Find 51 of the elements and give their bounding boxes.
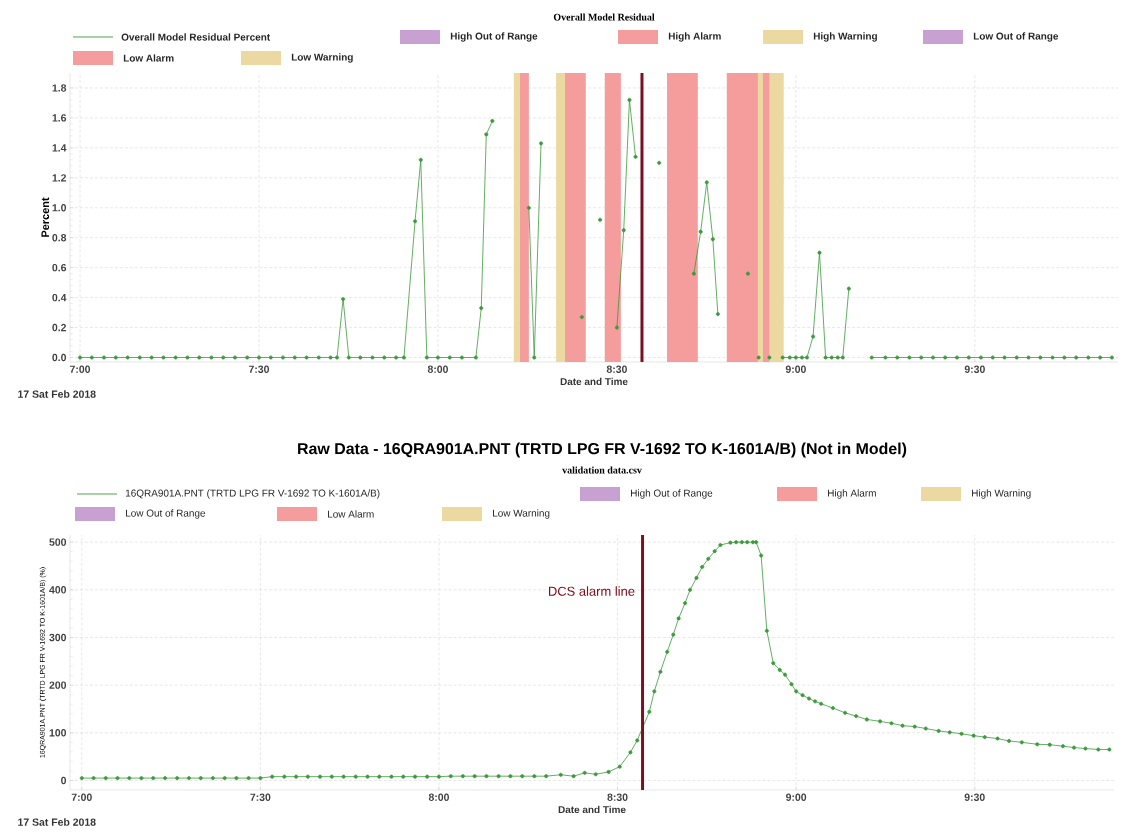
y-tick-label: 1.4 xyxy=(52,144,67,152)
y-tick-label: 500 xyxy=(49,538,67,546)
legend-label: High Warning xyxy=(813,32,877,42)
legend-label: Low Warning xyxy=(291,53,353,63)
x-tick-label: 8:30 xyxy=(606,365,627,373)
legend-label: High Alarm xyxy=(668,32,721,42)
x-tick-label: 7:00 xyxy=(71,793,92,801)
y-tick-label: 400 xyxy=(49,586,67,594)
text: 17 Sat Feb 2018 xyxy=(18,818,96,826)
text: 17 Sat Feb 2018 xyxy=(18,390,96,398)
y-tick-label: 0 xyxy=(61,776,67,785)
y-tick-label: 0.6 xyxy=(52,263,67,272)
y-tick-label: 1.6 xyxy=(52,114,67,122)
legend-label: Low Out of Range xyxy=(973,32,1059,42)
x-axis-title: Date and Time xyxy=(558,805,626,814)
legend-label: Overall Model Residual Percent xyxy=(121,33,271,41)
legend-label: Low Warning xyxy=(493,509,550,519)
y-tick-label: 200 xyxy=(49,681,67,689)
x-tick-label: 8:00 xyxy=(428,793,449,801)
y-tick-label: 1.8 xyxy=(52,84,67,92)
legend-label: High Out of Range xyxy=(631,489,713,499)
x-tick-label: 8:30 xyxy=(607,793,628,801)
x-tick-label: 7:30 xyxy=(248,365,270,373)
x-tick-label: 7:30 xyxy=(250,793,271,801)
legend-label: High Alarm xyxy=(828,489,876,499)
chart-title: Overall Model Residual xyxy=(553,13,655,21)
legend-label: Low Out of Range xyxy=(126,509,206,519)
x-tick-label: 9:00 xyxy=(786,793,807,801)
x-axis-title: Date and Time xyxy=(560,377,628,386)
y-tick-label: 0.2 xyxy=(52,323,67,332)
legend-label: Low Alarm xyxy=(123,54,174,62)
chart-subtitle: validation data.csv xyxy=(562,466,642,474)
y-tick-label: 0.4 xyxy=(52,293,67,302)
legend-label: High Out of Range xyxy=(450,32,538,42)
legend-label: 16QRA901A.PNT (TRTD LPG FR V-1692 TO K-1601A/B) xyxy=(125,489,380,499)
x-tick-label: 9:30 xyxy=(964,365,985,373)
ref-line-label: DCS alarm line xyxy=(548,586,635,596)
legend-label: High Warning xyxy=(972,489,1031,499)
y-tick-label: 1.2 xyxy=(52,174,67,182)
legend-label: Low Alarm xyxy=(328,510,374,518)
x-tick-label: 9:30 xyxy=(964,793,985,801)
y-axis-title: Percent xyxy=(41,197,50,237)
y-tick-label: 0.0 xyxy=(52,353,67,362)
x-tick-label: 7:00 xyxy=(70,365,91,373)
y-tick-label: 0.8 xyxy=(52,234,67,242)
x-tick-label: 8:00 xyxy=(427,365,448,373)
y-tick-label: 1.0 xyxy=(52,204,67,212)
chart-title: Raw Data - 16QRA901A.PNT (TRTD LPG FR V-1692 TO K-1601A/B) (Not in Model) xyxy=(298,442,907,458)
y-tick-label: 300 xyxy=(49,633,67,642)
x-tick-label: 9:00 xyxy=(785,365,806,373)
y-tick-label: 100 xyxy=(49,729,67,737)
